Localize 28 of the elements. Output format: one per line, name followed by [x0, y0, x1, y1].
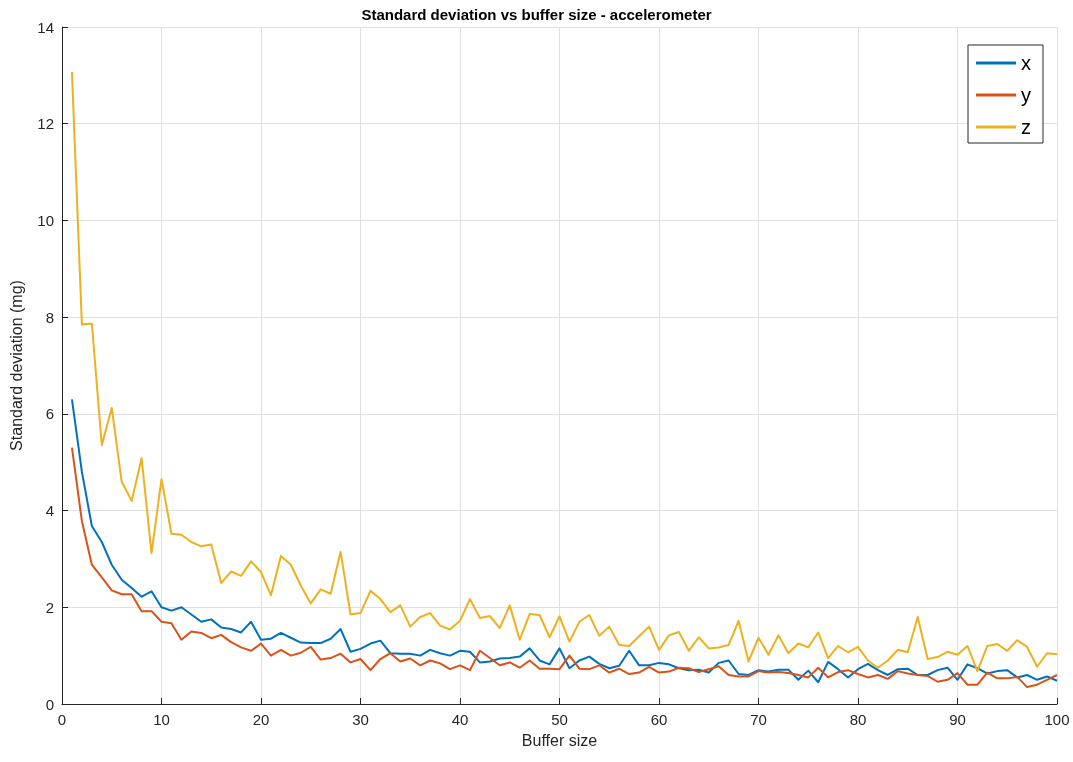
y-tick-label: 2 — [45, 598, 54, 616]
y-tick-label: 14 — [37, 18, 54, 36]
x-tick-label: 20 — [252, 711, 270, 728]
y-tick-label: 0 — [45, 695, 54, 713]
x-tick-label: 50 — [551, 711, 568, 728]
x-tick-label: 30 — [352, 711, 369, 728]
x-tick-label: 60 — [650, 711, 668, 728]
legend-label: z — [1021, 116, 1031, 138]
y-tick-label: 10 — [37, 211, 54, 229]
x-tick-label: 40 — [451, 711, 469, 728]
x-tick-label: 10 — [153, 711, 170, 728]
y-axis-title: Standard deviation (mg) — [7, 280, 25, 451]
x-tick-label: 100 — [1044, 711, 1070, 728]
chart-title: Standard deviation vs buffer size - accelerometer — [361, 6, 712, 23]
line-series — [70, 398, 1058, 684]
y-tick-label: 6 — [45, 405, 54, 423]
x-axis-title: Buffer size — [521, 731, 598, 749]
x-tick-label: 80 — [849, 711, 867, 728]
legend-label: y — [1021, 84, 1031, 106]
y-tick-label: 4 — [45, 502, 54, 520]
line-series — [70, 70, 1058, 673]
x-tick-label: 90 — [949, 711, 966, 728]
legend-label: x — [1021, 52, 1031, 74]
y-tick-label: 12 — [37, 115, 54, 133]
x-tick-label: 0 — [57, 711, 67, 728]
x-tick-label: 70 — [750, 711, 767, 728]
line-series — [70, 446, 1058, 689]
y-tick-label: 8 — [45, 308, 54, 326]
